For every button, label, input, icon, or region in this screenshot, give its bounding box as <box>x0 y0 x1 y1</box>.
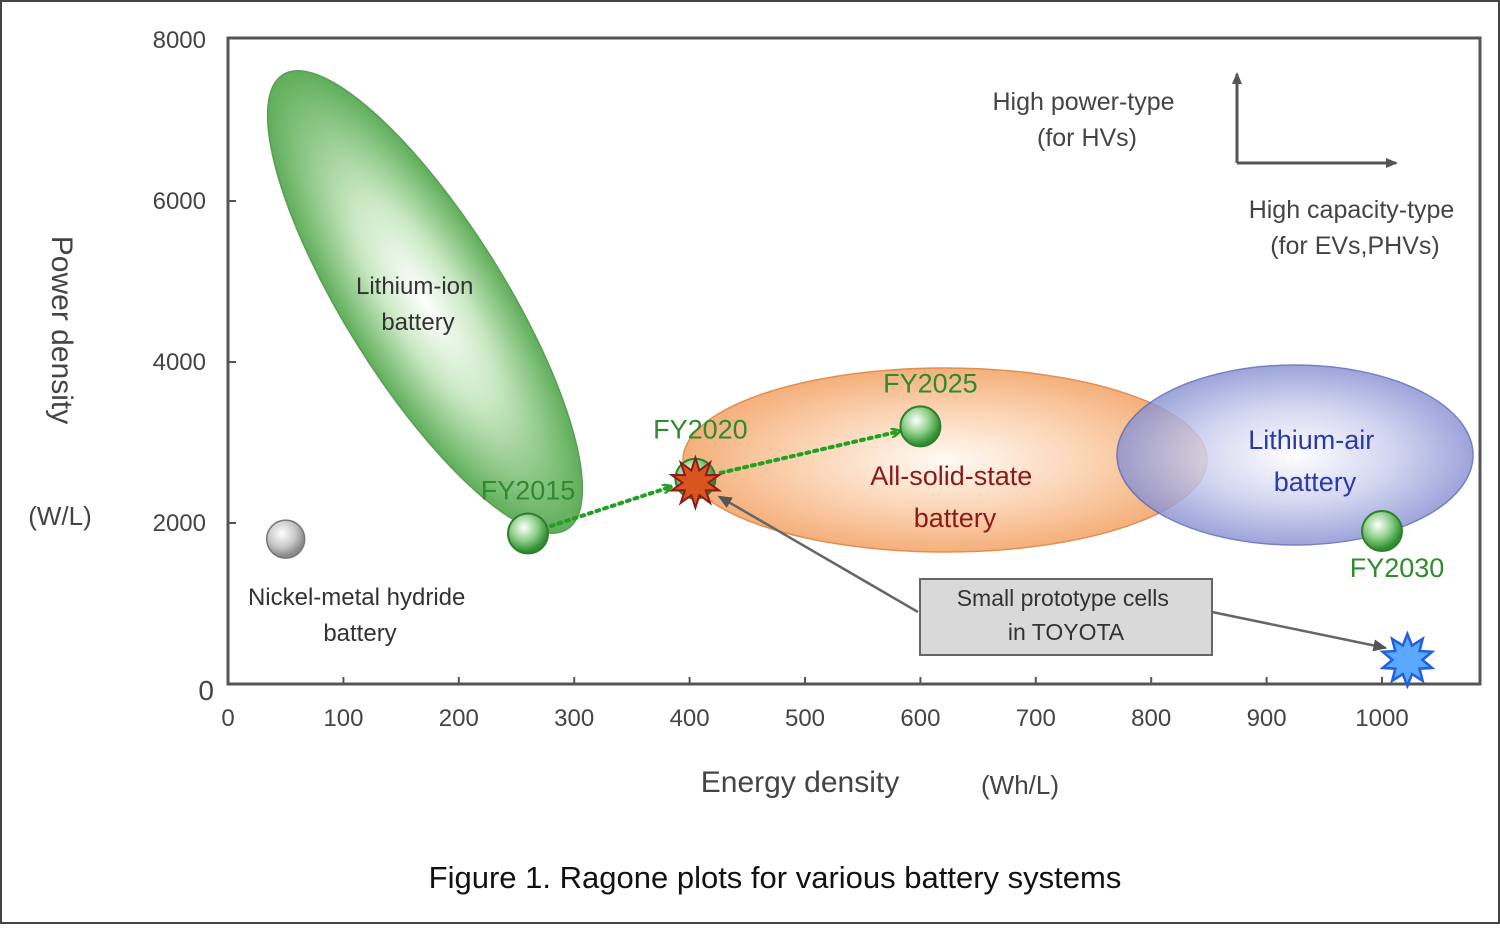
lithium-air-label-line-2: battery <box>1274 467 1357 497</box>
y-axis-ticks: 0 2000 4000 6000 8000 <box>153 27 236 706</box>
figure-caption: Figure 1. Ragone plots for various batte… <box>429 860 1122 895</box>
y-axis-title: Power density <box>45 236 78 424</box>
arrow-fy2020-to-fy2025 <box>718 431 899 475</box>
y-tick-label: 8000 <box>153 27 206 54</box>
arrow-fy2015-to-fy2020 <box>548 487 671 529</box>
high-capacity-label: High capacity-type (for EVs,PHVs) <box>1249 196 1462 260</box>
high-power-line-1: High power-type <box>993 88 1175 116</box>
y-tick-label: 6000 <box>153 188 206 215</box>
x-tick-label: 500 <box>785 705 825 732</box>
all-solid-state-label: All-solid-state battery <box>870 461 1040 533</box>
lithium-ion-label-line-1: Lithium-ion <box>356 273 473 300</box>
y-tick-label: 0 <box>198 675 214 706</box>
x-tick-label: 100 <box>323 705 363 732</box>
lithium-air-label: Lithium-air battery <box>1248 425 1382 497</box>
point-label-fy2025: FY2025 <box>883 368 978 398</box>
point-fy2015 <box>507 512 550 555</box>
nimh-label-line-1: Nickel-metal hydride <box>248 584 465 611</box>
prototype-star-lithium-air <box>1379 630 1436 690</box>
x-tick-label: 300 <box>554 705 594 732</box>
lithium-ion-region <box>266 70 584 534</box>
callout-text: Small prototype cells in TOYOTA <box>957 585 1176 645</box>
high-power-label: High power-type (for HVs) <box>993 88 1182 152</box>
x-tick-label: 1000 <box>1355 705 1408 732</box>
x-axis-unit: (Wh/L) <box>981 770 1059 800</box>
x-tick-label: 400 <box>670 705 710 732</box>
high-capacity-line-1: High capacity-type <box>1249 196 1455 224</box>
nimh-point <box>265 519 306 559</box>
y-tick-label: 2000 <box>153 510 206 537</box>
x-tick-label: 800 <box>1131 705 1171 732</box>
nimh-label: Nickel-metal hydride battery <box>248 584 472 647</box>
x-tick-label: 0 <box>221 705 234 732</box>
y-axis-unit: (W/L) <box>28 501 92 531</box>
callout-pointer-fy2020 <box>717 495 919 614</box>
prototype-star-solid-state <box>668 454 723 512</box>
lithium-air-label-line-1: Lithium-air <box>1248 425 1374 455</box>
point-label-fy2015: FY2015 <box>481 475 576 505</box>
prototype-callout: Small prototype cells in TOYOTA <box>919 578 1213 656</box>
trend-arrows <box>548 431 1388 652</box>
battery-regions <box>266 70 1474 553</box>
callout-line-1: Small prototype cells <box>957 585 1169 611</box>
x-axis-ticks: 0 100 200 300 400 500 600 700 800 900 1000 <box>221 677 1409 732</box>
data-points: FY2015 FY2020 FY2025 FY2030 <box>265 368 1445 690</box>
x-axis-title: Energy density <box>701 766 899 799</box>
high-power-line-2: (for HVs) <box>1037 124 1137 152</box>
point-label-fy2020: FY2020 <box>653 415 748 445</box>
point-fy2030 <box>1361 510 1403 553</box>
callout-pointer-lithium-air <box>1211 610 1388 652</box>
x-tick-label: 700 <box>1016 705 1056 732</box>
high-capacity-line-2: (for EVs,PHVs) <box>1270 232 1439 260</box>
x-tick-label: 600 <box>900 705 940 732</box>
x-tick-label: 200 <box>439 705 479 732</box>
callout-line-2: in TOYOTA <box>1008 619 1125 645</box>
direction-legend: High power-type (for HVs) High capacity-… <box>993 72 1462 260</box>
x-tick-label: 900 <box>1247 705 1287 732</box>
nimh-label-line-2: battery <box>323 620 396 647</box>
point-fy2025 <box>899 405 942 448</box>
all-solid-state-label-line-1: All-solid-state <box>870 461 1032 491</box>
lithium-ion-label-line-2: battery <box>381 309 454 336</box>
region-labels: Lithium-ion battery All-solid-state batt… <box>356 273 1382 533</box>
y-tick-label: 4000 <box>153 349 206 376</box>
callout-box <box>919 578 1213 656</box>
all-solid-state-label-line-2: battery <box>914 503 997 533</box>
point-label-fy2030: FY2030 <box>1350 553 1445 583</box>
lithium-air-region <box>1116 364 1474 546</box>
lithium-ion-label: Lithium-ion battery <box>356 273 480 336</box>
